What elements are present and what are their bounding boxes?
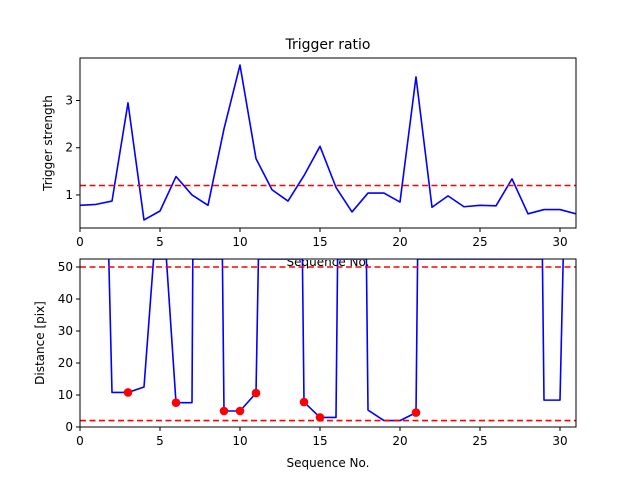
bottom-marker-point bbox=[123, 388, 133, 397]
bottom-x-ticks: 0 5 10 15 20 25 30 bbox=[76, 427, 568, 448]
bottom-plot-area bbox=[80, 259, 576, 422]
bottom-x-axis-label: Sequence No. bbox=[287, 456, 370, 470]
bottom-chart: 0 5 10 15 20 25 30 0 10 20 30 40 50 Sequence No. Di… bbox=[33, 252, 577, 470]
bottom-x-tick-label: 30 bbox=[552, 434, 567, 448]
top-x-tick-label: 0 bbox=[76, 235, 84, 249]
bottom-x-tick-label: 15 bbox=[312, 434, 327, 448]
bottom-y-tick-label: 10 bbox=[58, 388, 73, 402]
top-chart: Trigger ratio 0 5 10 15 20 25 30 123 Sequence … bbox=[41, 37, 577, 269]
bottom-marker-point bbox=[219, 406, 229, 416]
top-chart-title: Trigger ratio bbox=[284, 37, 370, 53]
top-y-tick-label: 1 bbox=[65, 188, 73, 202]
bottom-y-tick-label: 50 bbox=[58, 260, 73, 274]
top-axes-frame bbox=[79, 57, 577, 229]
top-x-tick-label: 30 bbox=[552, 235, 567, 249]
bottom-axes-frame bbox=[79, 258, 577, 428]
top-x-tick-label: 25 bbox=[472, 235, 487, 249]
top-y-axis-label: Trigger strength bbox=[41, 95, 55, 192]
bottom-marker-point bbox=[235, 406, 245, 416]
top-y-tick-label: 3 bbox=[65, 94, 73, 108]
bottom-x-tick-label: 0 bbox=[76, 434, 84, 448]
bottom-marker-point bbox=[171, 398, 181, 407]
bottom-series-line-0 bbox=[108, 259, 564, 422]
bottom-marker-point bbox=[411, 408, 421, 417]
bottom-marker-point bbox=[251, 388, 261, 398]
bottom-marker-point bbox=[315, 413, 325, 422]
bottom-y-tick-label: 40 bbox=[58, 292, 73, 306]
bottom-x-tick-label: 10 bbox=[232, 434, 247, 448]
top-y-tick-label: 2 bbox=[65, 141, 73, 155]
bottom-x-tick-label: 25 bbox=[472, 434, 487, 448]
bottom-marker-point bbox=[299, 397, 309, 407]
bottom-chart-top-mask bbox=[80, 252, 576, 260]
top-plot-area bbox=[80, 64, 576, 221]
bottom-y-tick-label: 0 bbox=[65, 420, 73, 434]
top-x-ticks: 0 5 10 15 20 25 30 bbox=[76, 228, 568, 249]
top-y-ticks: 1 2 3 bbox=[65, 94, 80, 202]
bottom-y-tick-label: 30 bbox=[58, 324, 73, 338]
bottom-x-tick-label: 5 bbox=[156, 434, 164, 448]
bottom-x-tick-label: 20 bbox=[392, 434, 407, 448]
bottom-y-ticks: 0 10 20 30 40 50 bbox=[58, 260, 80, 434]
top-x-tick-label: 10 bbox=[232, 235, 247, 249]
top-series-line-0 bbox=[80, 64, 576, 221]
top-x-tick-label: 20 bbox=[392, 235, 407, 249]
bottom-y-axis-label: Distance [pix] bbox=[33, 301, 47, 385]
top-x-tick-label: 5 bbox=[156, 235, 164, 249]
bottom-y-tick-label: 20 bbox=[58, 356, 73, 370]
top-x-tick-label: 15 bbox=[312, 235, 327, 249]
